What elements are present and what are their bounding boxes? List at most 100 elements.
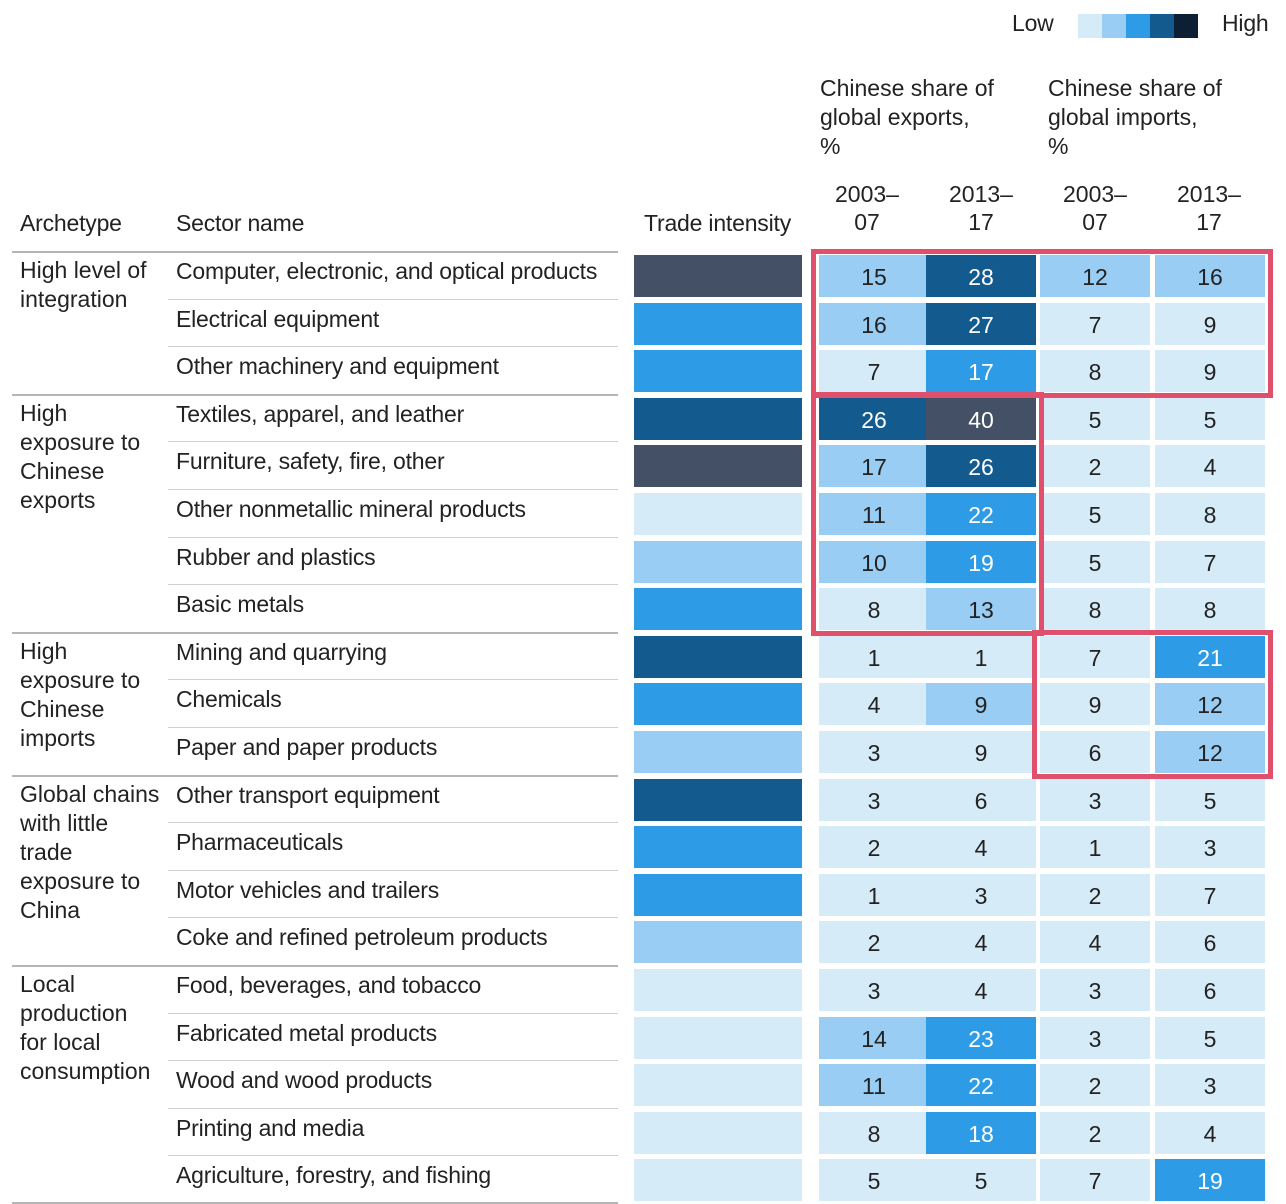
legend-swatch — [1078, 14, 1102, 38]
legend-swatch — [1126, 14, 1150, 38]
trade-intensity-cell — [634, 635, 802, 678]
period-header-4: 2013– 17 — [1177, 181, 1241, 235]
value-cell: 3 — [819, 731, 929, 773]
sector-header: Sector name — [176, 210, 305, 236]
trade-intensity-cell — [634, 1016, 802, 1059]
value-cell: 10 — [819, 540, 929, 583]
value-cell: 7 — [819, 350, 929, 393]
value-cell: 23 — [926, 1016, 1036, 1059]
archetype-label-line: exports — [20, 486, 96, 513]
value-cell: 16 — [1155, 255, 1265, 297]
value-cell: 8 — [819, 588, 929, 631]
value-cell: 17 — [926, 350, 1036, 393]
legend-swatch — [1174, 14, 1198, 38]
value-cell: 4 — [1155, 445, 1265, 488]
value-cell: 3 — [819, 969, 929, 1011]
value-cell: 6 — [926, 778, 1036, 821]
value-cell: 2 — [1040, 1111, 1150, 1154]
value-cell: 18 — [926, 1111, 1036, 1154]
archetype-label-line: consumption — [20, 1058, 151, 1084]
value-cell: 3 — [1155, 826, 1265, 869]
period-header-3: 2003– 07 — [1063, 181, 1127, 235]
value-cell: 6 — [1155, 969, 1265, 1011]
trade-intensity-cell — [634, 1111, 802, 1154]
value-cell: 7 — [1040, 302, 1150, 345]
trade-intensity-cell — [634, 493, 802, 535]
value-cell: 5 — [1040, 397, 1150, 440]
value-cell: 13 — [926, 588, 1036, 631]
imports-header-line-1: Chinese share of — [1048, 75, 1222, 101]
row-separator — [168, 1155, 618, 1157]
value-cell: 7 — [1155, 873, 1265, 916]
value-cell: 5 — [1040, 540, 1150, 583]
archetype-label-line: with little — [20, 809, 109, 836]
sector-name: Other machinery and equipment — [176, 353, 499, 380]
legend-swatch — [1150, 14, 1174, 38]
archetype-label-line: High — [20, 399, 68, 426]
archetype-label-line: Local — [20, 971, 75, 997]
value-cell: 1 — [1040, 826, 1150, 869]
highlight-box — [1032, 629, 1273, 779]
value-cell: 1 — [819, 635, 929, 678]
row-separator — [168, 917, 618, 919]
trade-intensity-cell — [634, 445, 802, 488]
value-cell: 8 — [1040, 350, 1150, 393]
value-cell: 8 — [1040, 588, 1150, 631]
sector-name: Electrical equipment — [176, 305, 380, 332]
sector-name: Pharmaceuticals — [176, 829, 344, 856]
sector-name: Other nonmetallic mineral products — [176, 496, 526, 522]
value-cell: 3 — [1040, 778, 1150, 821]
value-cell: 22 — [926, 493, 1036, 535]
exports-group-header: Chinese share of global exports, % — [820, 74, 994, 161]
value-cell: 4 — [1155, 1111, 1265, 1154]
value-cell: 12 — [1040, 255, 1150, 297]
archetype-label-line: exposure to — [20, 867, 141, 894]
archetype-header: Archetype — [20, 210, 122, 236]
value-cell: 17 — [819, 445, 929, 488]
value-cell: 2 — [1040, 1064, 1150, 1107]
sector-name: Agriculture, forestry, and fishing — [176, 1162, 491, 1189]
legend-swatch — [1102, 14, 1126, 38]
sector-name: Furniture, safety, fire, other — [176, 448, 445, 475]
highlight-box — [811, 391, 1044, 636]
value-cell: 3 — [1155, 1064, 1265, 1107]
sector-name: Textiles, apparel, and leather — [176, 400, 465, 427]
value-cell: 5 — [1155, 1016, 1265, 1059]
sector-name: Printing and media — [176, 1114, 365, 1141]
value-cell: 19 — [1155, 1159, 1265, 1202]
value-cell: 12 — [1155, 683, 1265, 726]
value-cell: 27 — [926, 302, 1036, 345]
value-cell: 5 — [819, 1159, 929, 1202]
sector-name: Mining and quarrying — [176, 638, 387, 665]
value-cell: 1 — [926, 635, 1036, 678]
archetype-label-line: exposure to — [20, 666, 141, 693]
value-cell: 2 — [819, 826, 929, 869]
value-cell: 4 — [926, 969, 1036, 1011]
value-cell: 5 — [926, 1159, 1036, 1202]
value-cell: 9 — [1155, 350, 1265, 393]
value-cell: 6 — [1040, 731, 1150, 773]
archetype-label-line: trade — [20, 838, 73, 865]
value-cell: 1 — [819, 873, 929, 916]
value-cell: 40 — [926, 397, 1036, 440]
trade-intensity-cell — [634, 255, 802, 297]
row-separator — [168, 1060, 618, 1062]
value-cell: 9 — [926, 683, 1036, 726]
imports-header-line-3: % — [1048, 133, 1069, 159]
exports-header-line-2: global exports, — [820, 104, 970, 130]
archetype-label-line: imports — [20, 724, 96, 751]
value-cell: 4 — [926, 921, 1036, 964]
archetype-label: High exposure to Chinese imports — [20, 637, 160, 753]
imports-header-line-2: global imports, — [1048, 104, 1198, 130]
archetype-label-line: for local — [20, 1029, 101, 1055]
value-cell: 26 — [819, 397, 929, 440]
row-separator — [168, 727, 618, 728]
archetype-label-line: exposure to — [20, 428, 141, 455]
row-separator — [12, 965, 618, 967]
value-cell: 7 — [1040, 635, 1150, 678]
value-cell: 3 — [926, 873, 1036, 916]
value-cell: 7 — [1040, 1159, 1150, 1202]
trade-intensity-cell — [634, 683, 802, 726]
value-cell: 9 — [1155, 302, 1265, 345]
trade-intensity-cell — [634, 588, 802, 631]
